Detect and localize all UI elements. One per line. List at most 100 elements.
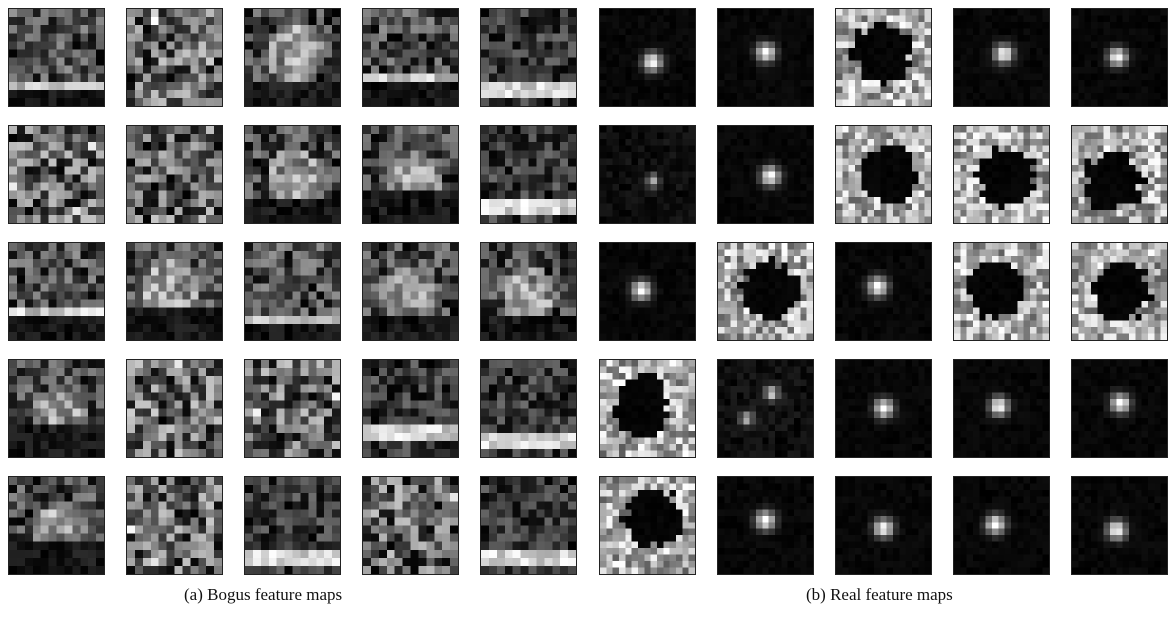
real-caption: (b) Real feature maps xyxy=(806,585,953,604)
feature-map-image xyxy=(836,477,931,574)
real-feature-map-tile xyxy=(599,8,696,107)
bogus-feature-map-tile xyxy=(362,8,459,107)
feature-map-image xyxy=(481,126,576,223)
real-feature-map-tile xyxy=(1071,242,1168,341)
feature-map-image xyxy=(1072,9,1167,106)
feature-map-image xyxy=(600,9,695,106)
bogus-feature-map-tile xyxy=(126,476,223,575)
real-feature-map-tile xyxy=(599,242,696,341)
real-panel xyxy=(599,8,1169,591)
feature-map-image xyxy=(954,477,1049,574)
bogus-feature-map-tile xyxy=(244,476,341,575)
feature-map-image xyxy=(481,9,576,106)
real-feature-map-tile xyxy=(835,125,932,224)
bogus-feature-map-tile xyxy=(8,476,105,575)
real-feature-map-tile xyxy=(953,359,1050,458)
real-feature-map-tile xyxy=(717,125,814,224)
feature-map-image xyxy=(718,243,813,340)
feature-map-image xyxy=(245,243,340,340)
bogus-feature-map-tile xyxy=(8,125,105,224)
feature-map-image xyxy=(718,360,813,457)
feature-map-image xyxy=(718,126,813,223)
bogus-feature-map-tile xyxy=(126,125,223,224)
feature-map-image xyxy=(954,243,1049,340)
real-feature-map-tile xyxy=(717,359,814,458)
feature-map-image xyxy=(9,9,104,106)
feature-map-image xyxy=(600,477,695,574)
feature-map-image xyxy=(481,477,576,574)
feature-map-image xyxy=(9,126,104,223)
feature-map-image xyxy=(9,243,104,340)
real-feature-map-tile xyxy=(1071,125,1168,224)
real-feature-map-tile xyxy=(835,8,932,107)
real-feature-map-tile xyxy=(599,125,696,224)
bogus-feature-map-tile xyxy=(244,359,341,458)
real-feature-map-tile xyxy=(953,8,1050,107)
bogus-feature-map-tile xyxy=(362,125,459,224)
real-feature-grid xyxy=(599,8,1169,591)
feature-map-image xyxy=(836,126,931,223)
feature-map-image xyxy=(245,477,340,574)
bogus-feature-map-tile xyxy=(126,242,223,341)
real-feature-map-tile xyxy=(953,125,1050,224)
bogus-feature-grid xyxy=(8,8,578,591)
real-feature-map-tile xyxy=(1071,8,1168,107)
real-feature-map-tile xyxy=(599,359,696,458)
feature-map-image xyxy=(1072,477,1167,574)
bogus-feature-map-tile xyxy=(244,242,341,341)
real-feature-map-tile xyxy=(953,242,1050,341)
feature-map-image xyxy=(127,9,222,106)
feature-map-image xyxy=(954,126,1049,223)
feature-map-image xyxy=(1072,243,1167,340)
feature-map-image xyxy=(836,9,931,106)
bogus-feature-map-tile xyxy=(126,359,223,458)
bogus-feature-map-tile xyxy=(244,8,341,107)
feature-map-image xyxy=(600,360,695,457)
bogus-panel xyxy=(8,8,578,591)
feature-map-image xyxy=(363,243,458,340)
real-feature-map-tile xyxy=(835,242,932,341)
bogus-feature-map-tile xyxy=(8,242,105,341)
feature-map-image xyxy=(1072,360,1167,457)
feature-map-image xyxy=(836,243,931,340)
feature-map-image xyxy=(1072,126,1167,223)
feature-map-image xyxy=(363,126,458,223)
bogus-feature-map-tile xyxy=(244,125,341,224)
real-feature-map-tile xyxy=(717,242,814,341)
real-feature-map-tile xyxy=(835,359,932,458)
real-feature-map-tile xyxy=(1071,476,1168,575)
feature-map-image xyxy=(600,243,695,340)
feature-map-image xyxy=(245,9,340,106)
bogus-feature-map-tile xyxy=(362,359,459,458)
bogus-feature-map-tile xyxy=(480,359,577,458)
feature-map-image xyxy=(718,477,813,574)
real-feature-map-tile xyxy=(835,476,932,575)
feature-map-image xyxy=(718,9,813,106)
bogus-feature-map-tile xyxy=(126,8,223,107)
bogus-feature-map-tile xyxy=(362,242,459,341)
feature-map-image xyxy=(481,360,576,457)
feature-map-image xyxy=(127,126,222,223)
real-feature-map-tile xyxy=(599,476,696,575)
feature-map-image xyxy=(600,126,695,223)
feature-map-image xyxy=(127,477,222,574)
feature-map-image xyxy=(9,477,104,574)
feature-map-image xyxy=(836,360,931,457)
feature-map-image xyxy=(481,243,576,340)
feature-map-image xyxy=(245,360,340,457)
bogus-feature-map-tile xyxy=(480,242,577,341)
feature-map-image xyxy=(363,360,458,457)
bogus-feature-map-tile xyxy=(8,8,105,107)
feature-map-image xyxy=(127,360,222,457)
bogus-feature-map-tile xyxy=(480,476,577,575)
feature-map-image xyxy=(127,243,222,340)
feature-map-image xyxy=(363,9,458,106)
feature-map-image xyxy=(954,9,1049,106)
bogus-feature-map-tile xyxy=(8,359,105,458)
feature-map-image xyxy=(363,477,458,574)
real-feature-map-tile xyxy=(953,476,1050,575)
real-feature-map-tile xyxy=(1071,359,1168,458)
bogus-feature-map-tile xyxy=(480,8,577,107)
bogus-feature-map-tile xyxy=(362,476,459,575)
bogus-feature-map-tile xyxy=(480,125,577,224)
